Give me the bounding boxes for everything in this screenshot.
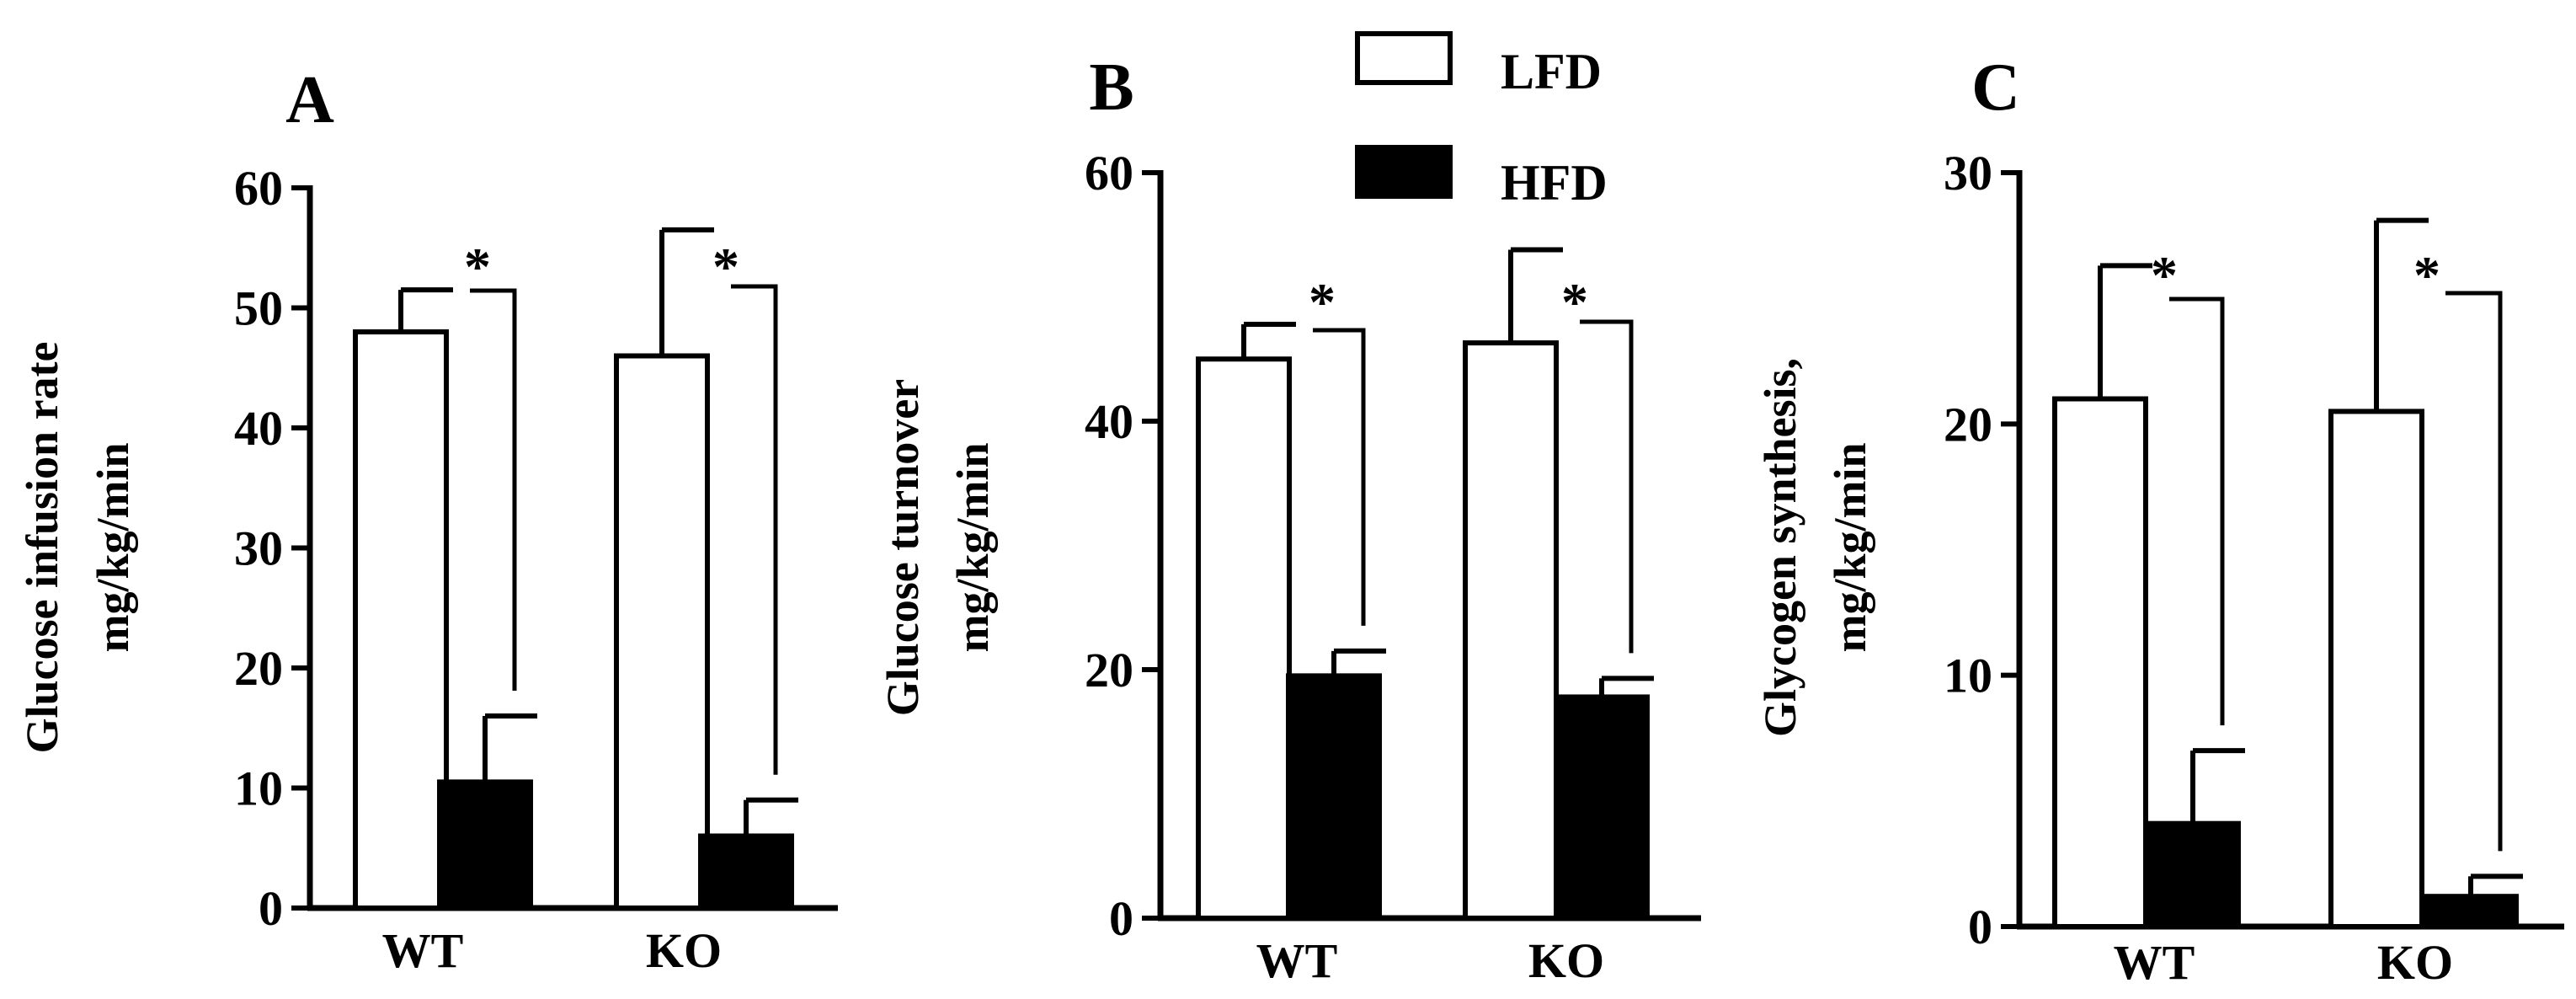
bar-hfd-wt [437,779,533,911]
y-tick-label: 10 [1944,649,1992,703]
y-tick-label: 30 [1944,146,1992,200]
y-tick-label: 20 [1944,397,1992,451]
significance-star: * [1561,272,1588,332]
y-axis-label: Glucose infusion rate [17,341,67,753]
x-tick-label-ko: KO [1528,933,1604,988]
x-tick-label-wt: WT [1256,933,1338,988]
significance-bracket [1313,328,1366,626]
legend: LFD HFD [1355,31,1608,211]
bar-lfd-ko [1463,340,1559,921]
bar-lfd-wt [2052,396,2148,929]
legend-label-hfd: HFD [1501,155,1608,211]
y-tick-label: 30 [234,521,283,576]
significance-star: * [464,237,491,296]
legend-swatch-hfd [1355,145,1453,199]
y-axis-label: Glucose turnover [877,379,928,716]
bar-hfd-wt [2145,820,2241,930]
y-tick-label: 20 [234,641,283,696]
panels: A 0 10 20 30 40 50 60 Glucose infusion rate mg/kg… [17,51,2564,990]
y-tick-label: 40 [234,401,283,456]
panel-label: B [1089,51,1133,125]
x-tick-label-wt: WT [2114,935,2195,990]
significance-bracket [731,284,778,775]
bar-hfd-ko [2423,894,2519,929]
panel-label: C [1971,51,2020,125]
y-tick-label: 60 [234,161,283,216]
y-axis-label: Glycogen synthesis, [1755,358,1805,737]
bar-hfd-ko [698,833,794,911]
chart-panel-a: A 0 10 20 30 40 50 60 Glucose infusion rate mg/kg… [17,63,838,978]
y-tick-label: 20 [1085,643,1133,697]
significance-star: * [2413,245,2440,305]
bar-hfd-ko [1554,694,1650,921]
x-tick-label-wt: WT [382,923,464,978]
x-tick-label-ko: KO [646,923,722,978]
bar-lfd-wt [1196,356,1292,921]
panel-label: A [285,63,334,137]
x-tick-label-ko: KO [2377,935,2453,990]
y-tick-label: 60 [1085,146,1133,200]
significance-star: * [1309,272,1336,332]
y-axis-label: mg/kg/min [88,442,138,652]
y-axis-label: mg/kg/min [947,442,998,652]
bar-lfd-ko [614,353,710,911]
bar-lfd-wt [353,329,449,911]
y-tick-label: 0 [1109,891,1133,946]
significance-star: * [2151,245,2178,305]
y-tick-label: 50 [234,281,283,336]
legend-swatch-lfd [1355,31,1453,85]
significance-bracket [1580,319,1634,654]
significance-bracket [470,288,517,691]
y-tick-label: 0 [259,881,283,936]
y-tick-label: 40 [1085,394,1133,449]
bar-lfd-ko [2328,409,2424,929]
chart-panel-c: C 0 10 20 30 Glycogen synthesis, mg/kg/min WT KO… [1755,51,2564,990]
significance-bracket [2445,291,2503,852]
significance-bracket [2169,296,2225,726]
y-tick-label: 10 [234,761,283,816]
bar-hfd-wt [1286,673,1382,921]
chart-panel-b: B 0 20 40 60 Glucose turnover mg/kg/min WT KO * * [877,51,1701,988]
legend-label-lfd: LFD [1501,44,1602,99]
y-tick-label: 0 [1968,900,1992,954]
significance-star: * [712,237,739,296]
y-axis-label: mg/kg/min [1825,442,1875,652]
